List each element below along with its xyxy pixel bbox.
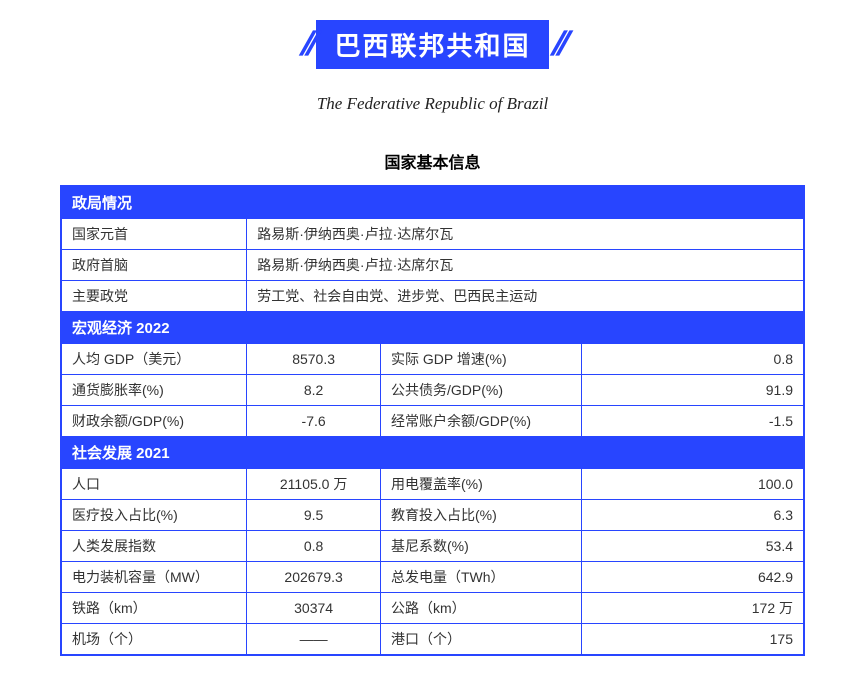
- politics-row: 政府首脑 路易斯·伊纳西奥·卢拉·达席尔瓦: [61, 250, 804, 281]
- social-row: 人口 21105.0 万 用电覆盖率(%) 100.0: [61, 469, 804, 500]
- title-banner: // 巴西联邦共和国 //: [60, 20, 805, 69]
- cell-label: 用电覆盖率(%): [380, 469, 581, 500]
- cell-label: 港口（个）: [380, 624, 581, 656]
- cell-label: 电力装机容量（MW）: [61, 562, 247, 593]
- title-en: The Federative Republic of Brazil: [60, 94, 805, 114]
- cell-label: 总发电量（TWh）: [380, 562, 581, 593]
- cell-value: 0.8: [581, 344, 804, 375]
- info-table: 政局情况 国家元首 路易斯·伊纳西奥·卢拉·达席尔瓦 政府首脑 路易斯·伊纳西奥…: [60, 185, 805, 656]
- cell-label: 机场（个）: [61, 624, 247, 656]
- macro-row: 财政余额/GDP(%) -7.6 经常账户余额/GDP(%) -1.5: [61, 406, 804, 437]
- social-header: 社会发展 2021: [61, 437, 804, 469]
- cell-value: 202679.3: [247, 562, 381, 593]
- social-row: 人类发展指数 0.8 基尼系数(%) 53.4: [61, 531, 804, 562]
- social-row: 电力装机容量（MW） 202679.3 总发电量（TWh） 642.9: [61, 562, 804, 593]
- pol-label: 政府首脑: [61, 250, 247, 281]
- macro-row: 人均 GDP（美元） 8570.3 实际 GDP 增速(%) 0.8: [61, 344, 804, 375]
- cell-value: 6.3: [581, 500, 804, 531]
- cell-label: 实际 GDP 增速(%): [380, 344, 581, 375]
- slash-left-decor: //: [298, 25, 316, 64]
- cell-label: 公路（km）: [380, 593, 581, 624]
- cell-value: 100.0: [581, 469, 804, 500]
- cell-value: 21105.0 万: [247, 469, 381, 500]
- cell-value: 175: [581, 624, 804, 656]
- pol-value: 劳工党、社会自由党、进步党、巴西民主运动: [247, 281, 804, 312]
- slash-right-decor: //: [549, 25, 567, 64]
- cell-label: 财政余额/GDP(%): [61, 406, 247, 437]
- section-title: 国家基本信息: [60, 149, 805, 173]
- cell-value: 642.9: [581, 562, 804, 593]
- cell-value: 30374: [247, 593, 381, 624]
- cell-label: 基尼系数(%): [380, 531, 581, 562]
- pol-label: 国家元首: [61, 219, 247, 250]
- politics-row: 主要政党 劳工党、社会自由党、进步党、巴西民主运动: [61, 281, 804, 312]
- politics-row: 国家元首 路易斯·伊纳西奥·卢拉·达席尔瓦: [61, 219, 804, 250]
- cell-value: -7.6: [247, 406, 381, 437]
- cell-value: -1.5: [581, 406, 804, 437]
- cell-value: 9.5: [247, 500, 381, 531]
- cell-value: 91.9: [581, 375, 804, 406]
- cell-label: 铁路（km）: [61, 593, 247, 624]
- social-row: 医疗投入占比(%) 9.5 教育投入占比(%) 6.3: [61, 500, 804, 531]
- pol-value: 路易斯·伊纳西奥·卢拉·达席尔瓦: [247, 219, 804, 250]
- social-row: 铁路（km） 30374 公路（km） 172 万: [61, 593, 804, 624]
- cell-value: ——: [247, 624, 381, 656]
- cell-value: 53.4: [581, 531, 804, 562]
- cell-label: 人口: [61, 469, 247, 500]
- social-row: 机场（个） —— 港口（个） 175: [61, 624, 804, 656]
- cell-value: 8570.3: [247, 344, 381, 375]
- macro-row: 通货膨胀率(%) 8.2 公共债务/GDP(%) 91.9: [61, 375, 804, 406]
- politics-header: 政局情况: [61, 186, 804, 219]
- cell-value: 8.2: [247, 375, 381, 406]
- cell-label: 通货膨胀率(%): [61, 375, 247, 406]
- cell-value: 172 万: [581, 593, 804, 624]
- pol-value: 路易斯·伊纳西奥·卢拉·达席尔瓦: [247, 250, 804, 281]
- pol-label: 主要政党: [61, 281, 247, 312]
- cell-label: 经常账户余额/GDP(%): [380, 406, 581, 437]
- cell-label: 人均 GDP（美元）: [61, 344, 247, 375]
- cell-value: 0.8: [247, 531, 381, 562]
- title-cn: 巴西联邦共和国: [316, 20, 548, 69]
- banner-box: // 巴西联邦共和国 //: [302, 20, 564, 69]
- cell-label: 医疗投入占比(%): [61, 500, 247, 531]
- cell-label: 教育投入占比(%): [380, 500, 581, 531]
- cell-label: 人类发展指数: [61, 531, 247, 562]
- macro-header: 宏观经济 2022: [61, 312, 804, 344]
- cell-label: 公共债务/GDP(%): [380, 375, 581, 406]
